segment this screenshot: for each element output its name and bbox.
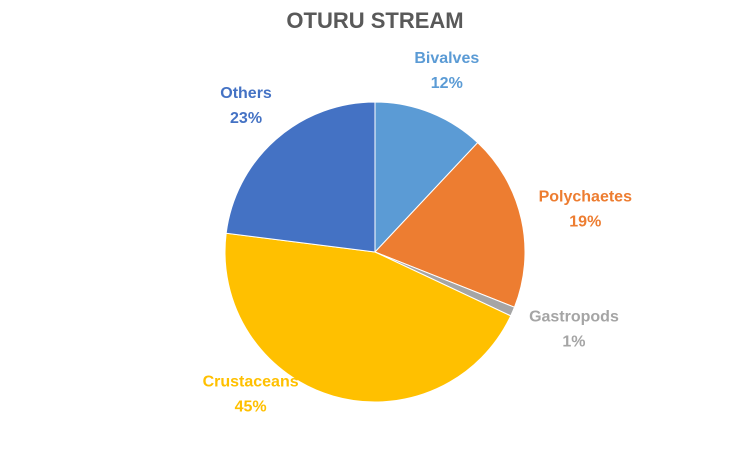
data-label-value: 1%: [562, 334, 585, 351]
chart-title: OTURU STREAM: [286, 8, 463, 33]
data-label-value: 12%: [431, 75, 463, 92]
data-label-value: 19%: [569, 214, 601, 231]
pie-slice: [374, 101, 479, 254]
data-label-value: 45%: [235, 398, 267, 415]
data-label-value: 23%: [230, 110, 262, 127]
pie-slice: [374, 141, 526, 308]
data-label-name: Crustaceans: [203, 373, 299, 390]
data-label-name: Bivalves: [414, 50, 479, 67]
data-label-name: Gastropods: [529, 309, 619, 326]
pie-slice: [225, 101, 376, 253]
data-label-name: Polychaetes: [539, 189, 632, 206]
pie-slice: [224, 232, 512, 403]
data-label-name: Others: [220, 85, 272, 102]
